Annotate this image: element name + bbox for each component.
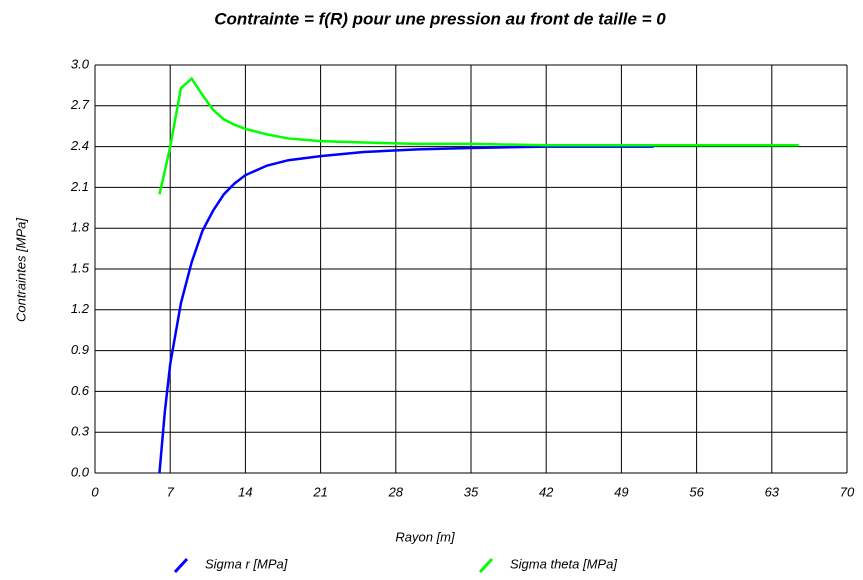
x-tick-label: 28 — [388, 484, 404, 499]
y-axis-label: Contraintes [MPa] — [13, 218, 28, 322]
legend-swatch — [478, 557, 494, 574]
x-tick-label: 0 — [91, 484, 99, 499]
y-tick-label: 0.6 — [71, 383, 90, 398]
y-tick-label: 0.0 — [71, 464, 90, 479]
y-tick-label: 1.2 — [71, 301, 90, 316]
x-tick-label: 56 — [689, 484, 704, 499]
x-tick-label: 35 — [464, 484, 479, 499]
x-tick-label: 49 — [614, 484, 628, 499]
x-tick-label: 21 — [312, 484, 327, 499]
y-tick-label: 2.1 — [70, 179, 89, 194]
series-line — [158, 145, 654, 474]
y-tick-label: 3.0 — [71, 56, 90, 71]
y-tick-label: 1.5 — [71, 260, 90, 275]
x-tick-label: 42 — [539, 484, 554, 499]
legend-label: Sigma r [MPa] — [205, 556, 288, 571]
y-tick-label: 0.9 — [71, 342, 89, 357]
x-tick-label: 70 — [840, 484, 855, 499]
y-tick-label: 0.3 — [71, 424, 90, 439]
legend-swatch — [173, 557, 189, 574]
chart-title: Contrainte = f(R) pour une pression au f… — [214, 9, 666, 28]
series-line — [158, 76, 799, 195]
x-tick-label: 7 — [167, 484, 175, 499]
legend-label: Sigma theta [MPa] — [510, 556, 617, 571]
x-tick-label: 63 — [765, 484, 780, 499]
y-tick-label: 2.4 — [70, 138, 89, 153]
x-axis-label: Rayon [m] — [395, 529, 455, 544]
y-tick-label: 2.7 — [70, 97, 90, 112]
y-tick-label: 1.8 — [71, 220, 90, 235]
x-tick-label: 14 — [238, 484, 252, 499]
